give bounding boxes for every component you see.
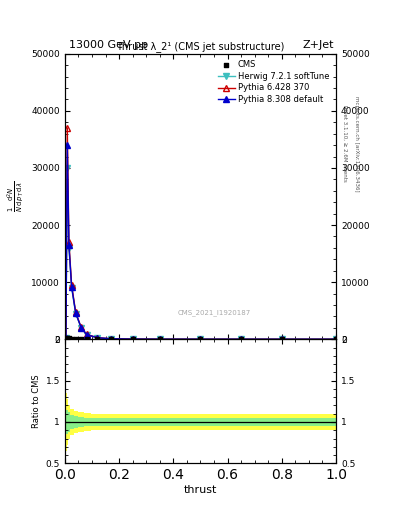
Line: Pythia 6.428 370: Pythia 6.428 370 <box>63 125 339 342</box>
CMS <box>238 335 244 344</box>
Pythia 6.428 370 <box>198 336 203 343</box>
CMS <box>83 335 90 343</box>
Text: Rivet 3.1.10, ≥ 2.6M events: Rivet 3.1.10, ≥ 2.6M events <box>342 105 347 182</box>
Title: Thrust λ_2¹ (CMS jet substructure): Thrust λ_2¹ (CMS jet substructure) <box>116 41 285 53</box>
Pythia 8.308 default <box>239 336 243 343</box>
Text: Z+Jet: Z+Jet <box>303 40 334 50</box>
Herwig 7.2.1 softTune <box>66 245 71 251</box>
CMS <box>333 335 339 344</box>
Herwig 7.2.1 softTune <box>130 336 135 342</box>
Text: mcplots.cern.ch [arXiv:1306.3436]: mcplots.cern.ch [arXiv:1306.3436] <box>354 96 359 191</box>
CMS <box>108 335 114 343</box>
Pythia 8.308 default <box>84 331 89 337</box>
Herwig 7.2.1 softTune <box>65 165 70 171</box>
CMS <box>64 334 70 343</box>
Pythia 6.428 370 <box>108 336 113 342</box>
Pythia 8.308 default <box>64 335 68 341</box>
Pythia 8.308 default <box>95 335 100 341</box>
Text: CMS_2021_I1920187: CMS_2021_I1920187 <box>177 310 251 316</box>
Pythia 6.428 370 <box>279 336 284 343</box>
Pythia 8.308 default <box>69 284 74 290</box>
Herwig 7.2.1 softTune <box>157 336 162 342</box>
CMS <box>130 335 136 343</box>
Herwig 7.2.1 softTune <box>334 336 338 343</box>
Herwig 7.2.1 softTune <box>239 336 243 343</box>
Pythia 8.308 default <box>79 325 83 331</box>
Pythia 6.428 370 <box>95 335 100 341</box>
CMS <box>279 335 285 344</box>
CMS <box>78 335 84 343</box>
Pythia 6.428 370 <box>84 331 89 337</box>
Y-axis label: Ratio to CMS: Ratio to CMS <box>33 374 41 428</box>
X-axis label: thrust: thrust <box>184 485 217 495</box>
Pythia 8.308 default <box>334 336 338 343</box>
Pythia 8.308 default <box>73 310 78 316</box>
Pythia 6.428 370 <box>79 324 83 330</box>
CMS <box>68 334 75 343</box>
Pythia 6.428 370 <box>334 336 338 343</box>
Herwig 7.2.1 softTune <box>279 336 284 343</box>
Text: 13000 GeV pp: 13000 GeV pp <box>69 40 148 50</box>
Line: Herwig 7.2.1 softTune: Herwig 7.2.1 softTune <box>63 165 339 342</box>
Pythia 6.428 370 <box>157 336 162 342</box>
Pythia 8.308 default <box>130 336 135 342</box>
Herwig 7.2.1 softTune <box>84 332 89 338</box>
CMS <box>63 334 69 343</box>
CMS <box>66 334 72 343</box>
Pythia 8.308 default <box>157 336 162 342</box>
Line: Pythia 8.308 default: Pythia 8.308 default <box>63 142 339 342</box>
CMS <box>197 335 204 344</box>
Herwig 7.2.1 softTune <box>108 336 113 342</box>
Pythia 6.428 370 <box>69 282 74 288</box>
Pythia 8.308 default <box>66 242 71 248</box>
Pythia 6.428 370 <box>130 336 135 342</box>
Pythia 8.308 default <box>198 336 203 343</box>
Pythia 6.428 370 <box>73 309 78 315</box>
Pythia 8.308 default <box>108 336 113 342</box>
Herwig 7.2.1 softTune <box>79 325 83 331</box>
Pythia 8.308 default <box>279 336 284 343</box>
CMS <box>73 335 79 343</box>
CMS <box>94 335 101 343</box>
Pythia 6.428 370 <box>65 125 70 131</box>
Pythia 8.308 default <box>65 142 70 148</box>
Legend: CMS, Herwig 7.2.1 softTune, Pythia 6.428 370, Pythia 8.308 default: CMS, Herwig 7.2.1 softTune, Pythia 6.428… <box>215 58 332 106</box>
Pythia 6.428 370 <box>239 336 243 343</box>
Herwig 7.2.1 softTune <box>198 336 203 343</box>
Herwig 7.2.1 softTune <box>64 335 68 341</box>
Pythia 6.428 370 <box>64 335 68 341</box>
Y-axis label: $\frac{1}{N}\frac{\mathrm{d}^2 N}{\mathrm{d}\,p_T\,\mathrm{d}\,\lambda}$: $\frac{1}{N}\frac{\mathrm{d}^2 N}{\mathr… <box>5 181 26 212</box>
Pythia 6.428 370 <box>66 239 71 245</box>
Herwig 7.2.1 softTune <box>95 335 100 341</box>
CMS <box>156 335 163 344</box>
Herwig 7.2.1 softTune <box>73 310 78 316</box>
Herwig 7.2.1 softTune <box>69 285 74 291</box>
